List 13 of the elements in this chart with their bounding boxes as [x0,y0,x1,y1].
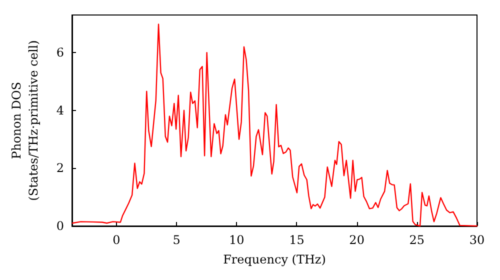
x-axis-title: Frequency (THz) [223,252,326,266]
y-tick-label: 4 [56,103,64,118]
x-tick-label: 5 [172,233,180,247]
x-tick-label: 15 [289,233,304,247]
x-tick-label: 25 [409,233,425,247]
y-tick-label: 0 [56,219,64,233]
x-tick-label: 20 [349,233,364,247]
y-tick-label: 6 [56,46,64,60]
x-tick-label: 0 [112,233,120,247]
y-axis-title: Phonon DOS (States/THz·primitive cell) [10,40,40,201]
x-tick-label: 30 [469,233,485,247]
y-tick-label: 2 [56,161,64,176]
x-tick-label: 10 [229,233,244,247]
